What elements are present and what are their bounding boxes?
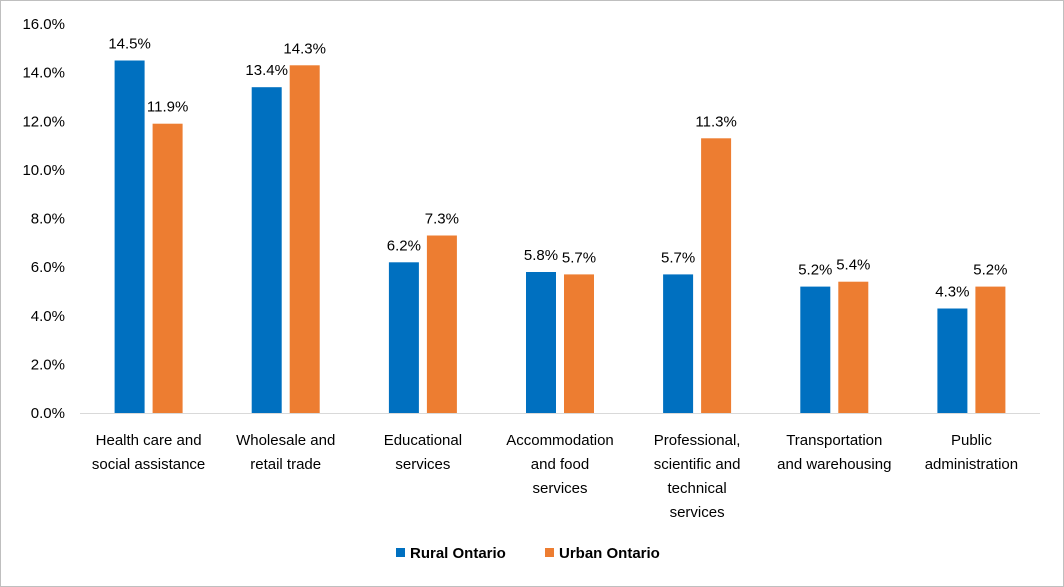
bar-rural [251, 87, 282, 413]
legend-swatch-rural [396, 548, 405, 557]
legend: Rural Ontario Urban Ontario [396, 545, 660, 562]
x-category-label-line: Educational [384, 432, 462, 449]
bar-rural [937, 308, 968, 413]
bar-rural [388, 262, 419, 413]
x-category-label-line: Wholesale and [236, 432, 335, 449]
y-tick-label: 2.0% [31, 356, 65, 373]
x-category-label: Public administration [925, 432, 1018, 473]
data-label-rural: 4.3% [935, 284, 969, 301]
bar-urban [152, 123, 183, 413]
bar-rural [526, 272, 556, 413]
bar-rural [663, 274, 694, 413]
x-category-label: Health care and social assistance [92, 432, 205, 473]
data-label-urban: 5.2% [973, 262, 1007, 279]
data-label-urban: 5.7% [562, 249, 596, 266]
x-category-label-line: and food [531, 456, 589, 473]
x-category-label: Wholesale and retail trade [236, 432, 335, 473]
x-category-label-line: social assistance [92, 456, 205, 473]
x-category-label: Professional, scientific and technical serv… [654, 432, 741, 521]
data-label-urban: 14.3% [283, 40, 326, 57]
data-label-urban: 11.9% [147, 99, 188, 116]
x-category-label-line: and warehousing [777, 456, 891, 473]
bar-rural [800, 286, 831, 413]
bar-urban [289, 65, 320, 414]
bar-rural [114, 60, 145, 413]
x-category-label-line: services [670, 504, 725, 521]
data-label-urban: 11.3% [695, 113, 736, 130]
x-category-label-line: Health care and [96, 432, 202, 449]
x-category-label-line: scientific and [654, 456, 741, 473]
data-label-rural: 13.4% [245, 62, 288, 79]
y-tick-label: 4.0% [31, 308, 65, 325]
bar-urban [975, 286, 1006, 413]
legend-swatch-urban [545, 548, 554, 557]
x-category-label: Transportation and warehousing [777, 432, 891, 473]
x-category-label-line: Transportation [786, 432, 882, 449]
bar-urban [701, 138, 732, 414]
y-tick-label: 16.0% [22, 16, 65, 33]
bar-urban [564, 274, 594, 413]
x-category-label-line: administration [925, 456, 1018, 473]
x-category-label-line: retail trade [250, 456, 321, 473]
x-category-label-line: technical [667, 480, 726, 497]
bar-urban [838, 281, 869, 413]
legend-label-urban: Urban Ontario [559, 545, 660, 562]
data-label-rural: 6.2% [387, 237, 421, 254]
data-label-urban: 5.4% [836, 257, 870, 274]
y-tick-label: 12.0% [22, 113, 65, 130]
x-category-label-line: services [532, 480, 587, 497]
data-label-rural: 5.8% [524, 247, 558, 264]
data-label-rural: 14.5% [108, 36, 151, 53]
y-tick-label: 6.0% [31, 259, 65, 276]
x-category-label: Educational services [384, 432, 462, 473]
y-tick-label: 14.0% [22, 65, 65, 82]
data-label-rural: 5.7% [661, 249, 695, 266]
data-labels: 14.5%13.4%6.2%5.8% 5.7%5.2%4.3%11.9%14.3%… [108, 36, 1007, 301]
x-category-label-line: Accommodation [506, 432, 614, 449]
x-category-label-line: services [395, 456, 450, 473]
bars [114, 60, 1006, 414]
y-tick-label: 10.0% [22, 162, 65, 179]
y-axis: 0.0% 2.0% 4.0% 6.0% 8.0% 10.0% 12.0% 14.0% 16.0% [22, 16, 65, 422]
x-category-label-line: Professional, [654, 432, 741, 449]
x-axis-labels: Health care and social assistance Wholesal… [92, 432, 1018, 521]
data-label-urban: 7.3% [425, 211, 459, 228]
data-label-rural: 5.2% [798, 262, 832, 279]
bar-urban [426, 235, 457, 413]
y-tick-label: 8.0% [31, 211, 65, 228]
x-category-label: Accommodation and food services [506, 432, 614, 497]
legend-label-rural: Rural Ontario [410, 545, 506, 562]
y-tick-label: 0.0% [31, 405, 65, 422]
x-category-label-line: Public [951, 432, 992, 449]
